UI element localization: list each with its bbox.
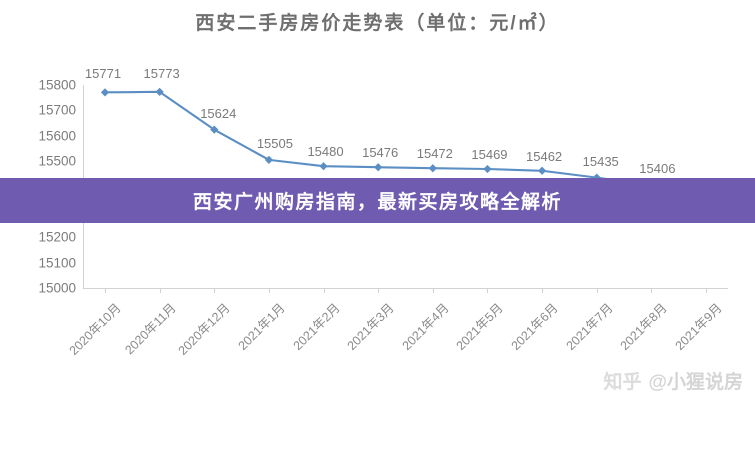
- data-point-label: 15472: [416, 146, 453, 162]
- watermark-brand: 知乎: [603, 372, 642, 393]
- data-point-label: 15773: [143, 65, 180, 81]
- x-axis-tick-mark: [542, 288, 544, 293]
- y-axis-tick-label: 15500: [38, 153, 76, 169]
- x-axis-tick-mark: [432, 288, 434, 293]
- x-axis-tick-mark: [105, 288, 106, 293]
- y-axis-tick-label: 15600: [38, 128, 76, 144]
- data-point-marker: [155, 87, 164, 96]
- overlay-banner: 西安广州购房指南，最新买房攻略全解析: [0, 178, 755, 223]
- y-axis-tick-label: 15700: [38, 102, 76, 118]
- x-axis-line: [83, 288, 728, 289]
- x-axis-tick-mark: [323, 288, 325, 293]
- data-point-label: 15771: [84, 66, 122, 82]
- data-point-marker: [428, 164, 437, 173]
- data-point-marker: [319, 162, 328, 171]
- x-axis-tick-mark: [487, 288, 489, 293]
- x-axis-tick-mark: [596, 288, 598, 293]
- data-point-marker: [483, 164, 492, 174]
- watermark: 知乎 @小猩说房: [603, 367, 743, 394]
- y-axis-tick-label: 15800: [38, 77, 76, 93]
- x-axis-tick-mark: [159, 288, 161, 293]
- data-point-label: 15480: [307, 144, 344, 160]
- data-point-marker: [374, 163, 383, 172]
- data-point-marker: [537, 166, 547, 175]
- data-point-label: 15469: [471, 146, 508, 162]
- x-axis-tick-mark: [651, 288, 653, 293]
- data-point-label: 15624: [200, 105, 237, 121]
- data-point-label: 15406: [639, 160, 676, 176]
- data-point-marker: [100, 88, 110, 97]
- y-axis-tick-label: 15100: [38, 255, 76, 271]
- x-axis-tick-mark: [268, 288, 270, 293]
- data-point-marker: [210, 125, 219, 134]
- x-axis-tick-mark: [214, 288, 216, 293]
- overlay-banner-text: 西安广州购房指南，最新买房攻略全解析: [192, 192, 562, 213]
- x-axis-tick-mark: [706, 288, 707, 293]
- y-axis-tick-label: 15200: [38, 229, 76, 245]
- chart-container: 西安二手房房价走势表（单位：元/㎡） 15800 15700 15600 15500 1…: [0, 13, 755, 394]
- y-axis-tick-label: 15000: [38, 280, 76, 296]
- chart-title: 西安二手房房价走势表（单位：元/㎡）: [195, 13, 560, 34]
- data-point-label: 15435: [582, 153, 619, 169]
- data-point-label: 15462: [526, 148, 563, 164]
- x-axis-tick-mark: [378, 288, 380, 293]
- watermark-user: @小猩说房: [648, 372, 743, 393]
- data-point-label: 15476: [362, 145, 399, 161]
- data-point-marker: [264, 155, 274, 164]
- x-axis: 2020年10月 2020年11月 2020年12月 2021年1月 2021年2月 20…: [67, 288, 725, 358]
- data-point-label: 15505: [256, 135, 293, 151]
